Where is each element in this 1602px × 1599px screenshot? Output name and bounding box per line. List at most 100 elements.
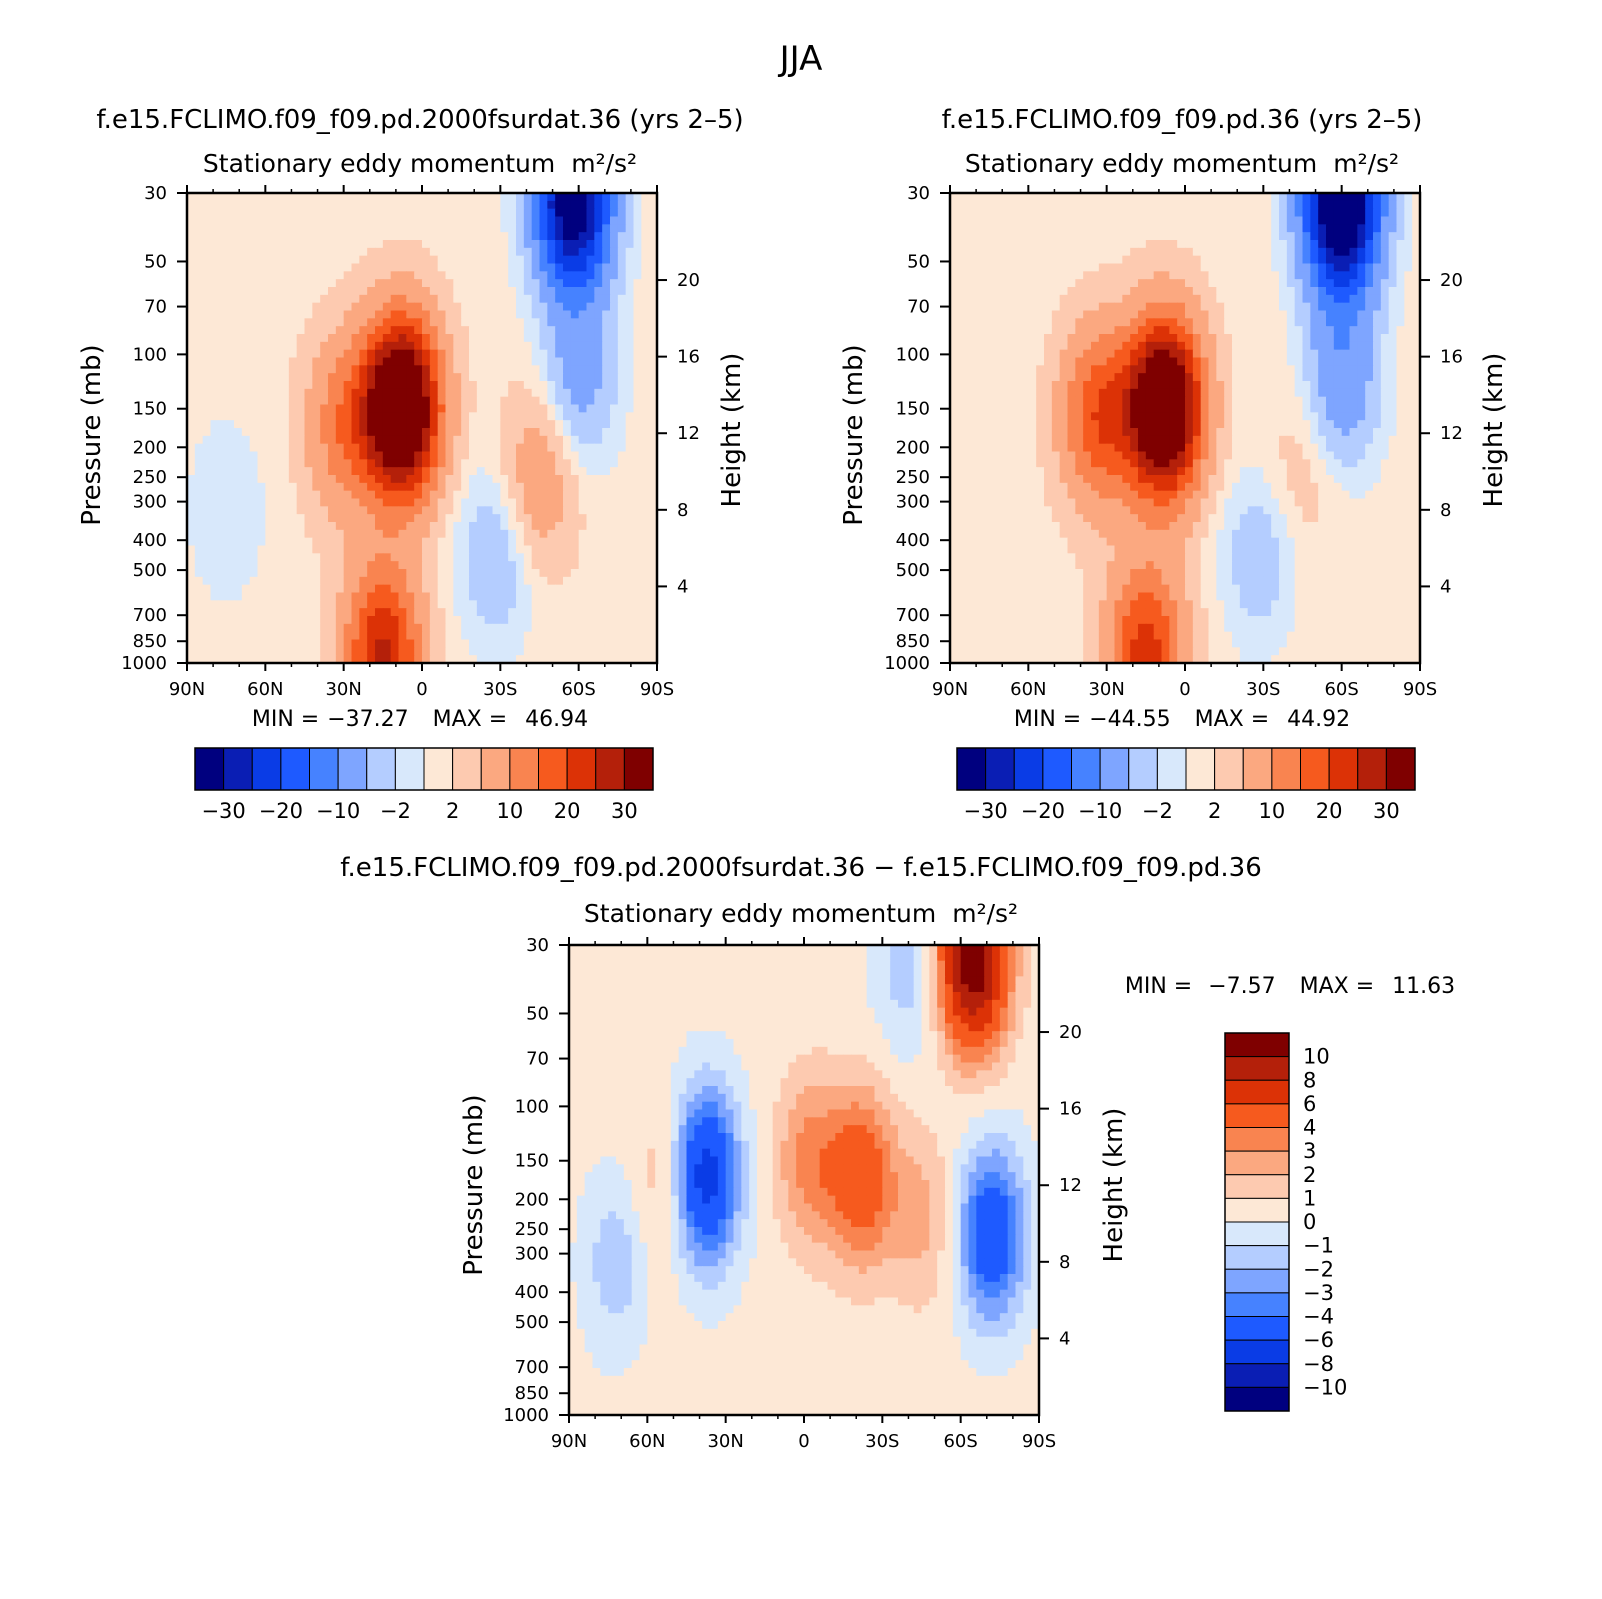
field-cell xyxy=(202,326,212,335)
field-cell xyxy=(351,553,360,562)
field-cell xyxy=(335,349,345,359)
field-cell xyxy=(234,459,243,468)
field-cell xyxy=(1216,193,1225,202)
field-cell xyxy=(547,388,556,398)
field-cell xyxy=(570,576,580,586)
field-cell xyxy=(367,443,376,453)
field-cell xyxy=(989,263,998,272)
field-cell xyxy=(406,639,415,648)
field-cell xyxy=(989,349,998,359)
field-cell xyxy=(226,287,235,296)
field-cell xyxy=(288,294,298,304)
field-cell xyxy=(586,381,595,390)
field-cell xyxy=(625,271,635,280)
field-cell xyxy=(1380,287,1390,296)
field-cell xyxy=(1302,255,1311,265)
field-cell xyxy=(1396,271,1405,280)
field-cell xyxy=(1365,224,1374,233)
field-cell xyxy=(516,592,525,601)
field-cell xyxy=(1341,294,1351,304)
field-cell xyxy=(586,616,595,625)
field-cell xyxy=(594,193,603,202)
field-cell xyxy=(1169,334,1178,343)
field-cell xyxy=(1279,193,1288,202)
field-cell xyxy=(202,514,212,523)
field-cell xyxy=(437,240,447,249)
field-cell xyxy=(429,412,439,421)
field-cell xyxy=(570,545,580,554)
field-cell xyxy=(625,365,635,374)
field-cell xyxy=(226,600,235,609)
field-cell xyxy=(1106,341,1116,351)
field-cell xyxy=(1059,232,1069,241)
field-cell xyxy=(570,302,580,312)
field-cell xyxy=(210,576,219,586)
field-cell xyxy=(1279,271,1288,280)
field-cell xyxy=(202,271,212,280)
field-cell xyxy=(359,224,368,233)
field-cell xyxy=(1357,302,1366,312)
field-cell xyxy=(1098,334,1108,343)
field-cell xyxy=(210,216,219,225)
field-cell xyxy=(328,294,337,304)
field-cell xyxy=(1012,294,1022,304)
field-cell xyxy=(516,514,525,523)
field-cell xyxy=(1396,310,1405,319)
panel-2-ylabel: Pressure (mb) xyxy=(839,344,869,525)
field-cell xyxy=(187,240,196,249)
field-cell xyxy=(453,388,462,398)
field-cell xyxy=(312,381,321,390)
field-cell xyxy=(390,373,400,382)
field-cell xyxy=(523,302,533,312)
field-cell xyxy=(649,193,657,202)
field-cell xyxy=(304,623,313,633)
field-cell xyxy=(594,475,603,484)
field-cell xyxy=(1279,318,1288,327)
field-cell xyxy=(328,302,337,312)
field-cell xyxy=(1177,200,1186,210)
field-cell xyxy=(351,537,360,547)
field-cell xyxy=(194,616,204,625)
field-cell xyxy=(296,232,306,241)
field-cell xyxy=(343,404,353,413)
field-cell xyxy=(406,412,415,421)
field-cell xyxy=(1177,263,1186,272)
field-cell xyxy=(429,287,439,296)
field-cell xyxy=(375,498,384,507)
field-cell xyxy=(398,647,407,656)
field-cell xyxy=(375,193,384,202)
field-cell xyxy=(187,334,196,343)
field-cell xyxy=(1130,200,1139,210)
field-cell xyxy=(1192,200,1202,210)
field-cell xyxy=(1067,349,1076,359)
field-cell xyxy=(469,412,478,421)
field-cell xyxy=(555,294,564,304)
field-cell xyxy=(445,631,454,641)
field-cell xyxy=(950,232,959,241)
field-cell xyxy=(1388,216,1398,225)
field-cell xyxy=(981,287,990,296)
field-cell xyxy=(1145,287,1155,296)
field-cell xyxy=(234,561,243,570)
field-cell xyxy=(461,600,470,609)
field-cell xyxy=(453,279,462,288)
field-cell xyxy=(1365,271,1374,280)
field-cell xyxy=(957,208,967,218)
field-cell xyxy=(273,490,282,500)
field-cell xyxy=(523,318,533,327)
field-cell xyxy=(288,412,298,421)
field-cell xyxy=(273,592,282,601)
field-cell xyxy=(484,200,494,210)
field-cell xyxy=(625,576,635,586)
field-cell xyxy=(398,443,407,453)
field-cell xyxy=(602,216,611,225)
field-cell xyxy=(1091,232,1100,241)
field-cell xyxy=(249,365,259,374)
field-cell xyxy=(1263,200,1272,210)
field-cell xyxy=(257,451,266,460)
field-cell xyxy=(461,498,470,507)
field-cell xyxy=(453,381,462,390)
field-cell xyxy=(555,208,564,218)
field-cell xyxy=(367,240,376,249)
field-cell xyxy=(957,341,967,351)
